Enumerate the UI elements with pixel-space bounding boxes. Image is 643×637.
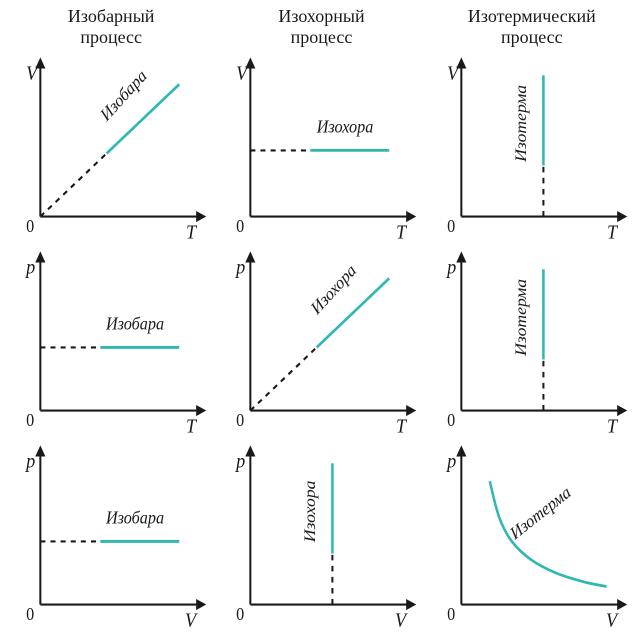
svg-text:0: 0 [26, 217, 34, 237]
svg-text:p: p [24, 257, 35, 279]
chart-r3c1: Изобара p V 0 [10, 441, 212, 629]
svg-text:p: p [445, 451, 456, 473]
svg-text:p: p [24, 451, 35, 473]
svg-text:T: T [607, 222, 618, 241]
svg-text:V: V [606, 610, 619, 629]
header-line: процесс [501, 27, 563, 47]
chart-r1c2: ИзохораVT0 [220, 53, 422, 241]
column-header-isobaric: Изобарный процесс [10, 4, 212, 47]
svg-text:Изобара: Изобара [96, 66, 151, 126]
header-line: Изохорный [278, 6, 364, 26]
plot-svg: ИзохораVT0 [220, 53, 422, 241]
header-line: Изотермический [468, 6, 596, 26]
chart-r3c3: Изотерма p V 0 [431, 441, 633, 629]
plot-svg: ИзобараVT0 [10, 53, 212, 241]
svg-text:Изобара: Изобара [105, 314, 164, 334]
svg-text:Изохора: Изохора [301, 481, 319, 544]
svg-text:T: T [396, 416, 407, 435]
svg-text:T: T [186, 416, 197, 435]
svg-text:0: 0 [447, 411, 455, 431]
svg-text:T: T [186, 222, 197, 241]
plot-svg: Изобара p V 0 [10, 441, 212, 629]
svg-text:0: 0 [26, 411, 34, 431]
svg-text:Изохора: Изохора [307, 261, 361, 319]
svg-text:Изобара: Изобара [105, 508, 164, 528]
chart-r2c1: Изобара p T 0 [10, 247, 212, 435]
plot-svg: Изотерма p V 0 [431, 441, 633, 629]
svg-text:p: p [235, 257, 246, 279]
plot-svg: Изотерма p T 0 [431, 247, 633, 435]
svg-text:0: 0 [237, 411, 245, 431]
svg-text:0: 0 [26, 605, 34, 625]
svg-text:Изотерма: Изотерма [505, 482, 573, 544]
column-header-isothermal: Изотермический процесс [431, 4, 633, 47]
header-line: процесс [291, 27, 353, 47]
header-line: Изобарный [68, 6, 155, 26]
svg-text:0: 0 [447, 217, 455, 237]
header-line: процесс [80, 27, 142, 47]
plot-svg: Изохора p V 0 [220, 441, 422, 629]
svg-text:Изохора: Изохора [316, 117, 374, 137]
svg-text:Изотерма: Изотерма [511, 85, 529, 163]
chart-grid: Изобарный процесс Изохорный процесс Изот… [0, 0, 643, 637]
column-header-isochoric: Изохорный процесс [220, 4, 422, 47]
plot-svg: Изобара p T 0 [10, 247, 212, 435]
svg-text:T: T [396, 222, 407, 241]
svg-text:Изотерма: Изотерма [511, 279, 529, 357]
svg-text:p: p [445, 257, 456, 279]
svg-text:0: 0 [237, 217, 245, 237]
plot-svg: Изохора p T 0 [220, 247, 422, 435]
chart-r3c2: Изохора p V 0 [220, 441, 422, 629]
svg-text:0: 0 [447, 605, 455, 625]
svg-text:0: 0 [237, 605, 245, 625]
chart-r1c3: ИзотермаVT0 [431, 53, 633, 241]
chart-r1c1: ИзобараVT0 [10, 53, 212, 241]
chart-r2c2: Изохора p T 0 [220, 247, 422, 435]
svg-text:T: T [607, 416, 618, 435]
svg-text:V: V [395, 610, 408, 629]
chart-r2c3: Изотерма p T 0 [431, 247, 633, 435]
svg-text:V: V [185, 610, 198, 629]
plot-svg: ИзотермаVT0 [431, 53, 633, 241]
svg-text:p: p [235, 451, 246, 473]
